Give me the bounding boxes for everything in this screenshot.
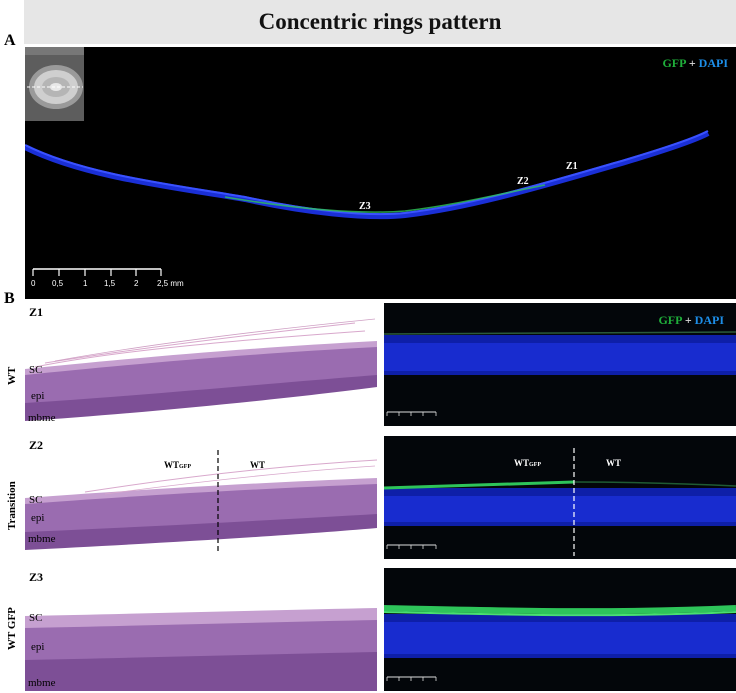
fluor-tissue-z2: [384, 448, 736, 556]
scale-tick-1-5: 1,5: [104, 279, 116, 288]
zone-z2-marker: Z2: [517, 176, 529, 187]
fluor-region-wt-gfp-sub: GFP: [529, 462, 542, 468]
layer-sc-z1: SC: [29, 364, 43, 376]
dish-photo-icon: [25, 47, 84, 121]
he-tissue-z1: [25, 318, 377, 421]
zone-z1-marker: Z1: [566, 161, 578, 172]
fluor-scale-bar-z1: [386, 411, 437, 416]
fluor-region-wt: WT: [606, 458, 622, 468]
scale-tick-0: 0: [31, 279, 36, 288]
fluor-tissue-z1: [384, 331, 736, 375]
fluor-tissue-z3: [384, 605, 736, 658]
he-region-wt: WT: [250, 460, 266, 470]
legend-plus: +: [688, 56, 696, 70]
tissue-section-curve: [25, 130, 710, 220]
panel-b-legend: GFP + DAPI: [658, 313, 724, 328]
scale-bar: 0 0,5 1 1,5 2 2,5 mm: [31, 267, 185, 297]
layer-sc-z2: SC: [29, 494, 43, 506]
row-label-transition: Transition: [6, 481, 18, 530]
layer-mbme-z1: mbme: [28, 412, 56, 424]
he-tissue-z3: [25, 608, 377, 691]
panel-a-letter: A: [4, 32, 16, 49]
scale-tick-2-5: 2,5 mm: [157, 279, 184, 288]
scale-bar-line: [32, 268, 162, 276]
he-image-z1: Z1 SC epi mbme: [25, 303, 377, 426]
he-region-wt-gfp: WTGFP: [164, 460, 191, 470]
fluor-scale-bar-z2: [386, 544, 437, 549]
legend-b-plus: +: [684, 313, 692, 327]
legend-b-dapi: DAPI: [694, 313, 724, 327]
scale-tick-1: 1: [83, 279, 88, 288]
layer-epi-z3: epi: [31, 641, 45, 653]
fluor-scale-bar-z3: [386, 676, 437, 681]
zone-z3-marker: Z3: [359, 201, 371, 212]
scale-tick-0-5: 0,5: [52, 279, 64, 288]
layer-epi-z1: epi: [31, 390, 45, 402]
fluor-image-z1: GFP + DAPI: [384, 303, 736, 426]
title-banner: Concentric rings pattern: [24, 0, 736, 44]
culture-dish-inset: [25, 47, 84, 121]
legend-b-gfp: GFP: [658, 313, 682, 327]
row-label-wt-gfp: WT GFP: [6, 607, 18, 650]
fluor-region-wt-gfp: WTGFP: [514, 458, 541, 468]
panel-b-letter: B: [4, 290, 15, 307]
he-region-wt-gfp-sub: GFP: [179, 464, 192, 470]
layer-epi-z2: epi: [31, 512, 45, 524]
layer-sc-z3: SC: [29, 612, 43, 624]
he-tissue-z2: [25, 450, 377, 554]
layer-mbme-z3: mbme: [28, 677, 56, 689]
zone-label-z1: Z1: [29, 305, 44, 319]
legend-dapi: DAPI: [698, 56, 728, 70]
scale-tick-2: 2: [134, 279, 139, 288]
layer-mbme-z2: mbme: [28, 533, 56, 545]
he-image-z2: Z2 WTGFP WT SC epi mbme: [25, 436, 377, 559]
zone-label-z2: Z2: [29, 438, 44, 452]
he-region-wt-gfp-main: WT: [164, 460, 180, 470]
legend-gfp: GFP: [662, 56, 686, 70]
he-image-z3: Z3 SC epi mbme: [25, 568, 377, 691]
panel-a-legend: GFP + DAPI: [662, 56, 728, 71]
fluor-image-z2: WTGFP WT: [384, 436, 736, 559]
figure-title: Concentric rings pattern: [258, 9, 502, 34]
zone-label-z3: Z3: [29, 570, 44, 584]
panel-a-image: GFP + DAPI Z1 Z2 Z3 0 0,5 1 1,5 2 2,5 mm: [25, 47, 736, 299]
fluor-image-z3: [384, 568, 736, 691]
fluor-region-wt-gfp-main: WT: [514, 458, 530, 468]
row-label-wt: WT: [6, 366, 18, 385]
